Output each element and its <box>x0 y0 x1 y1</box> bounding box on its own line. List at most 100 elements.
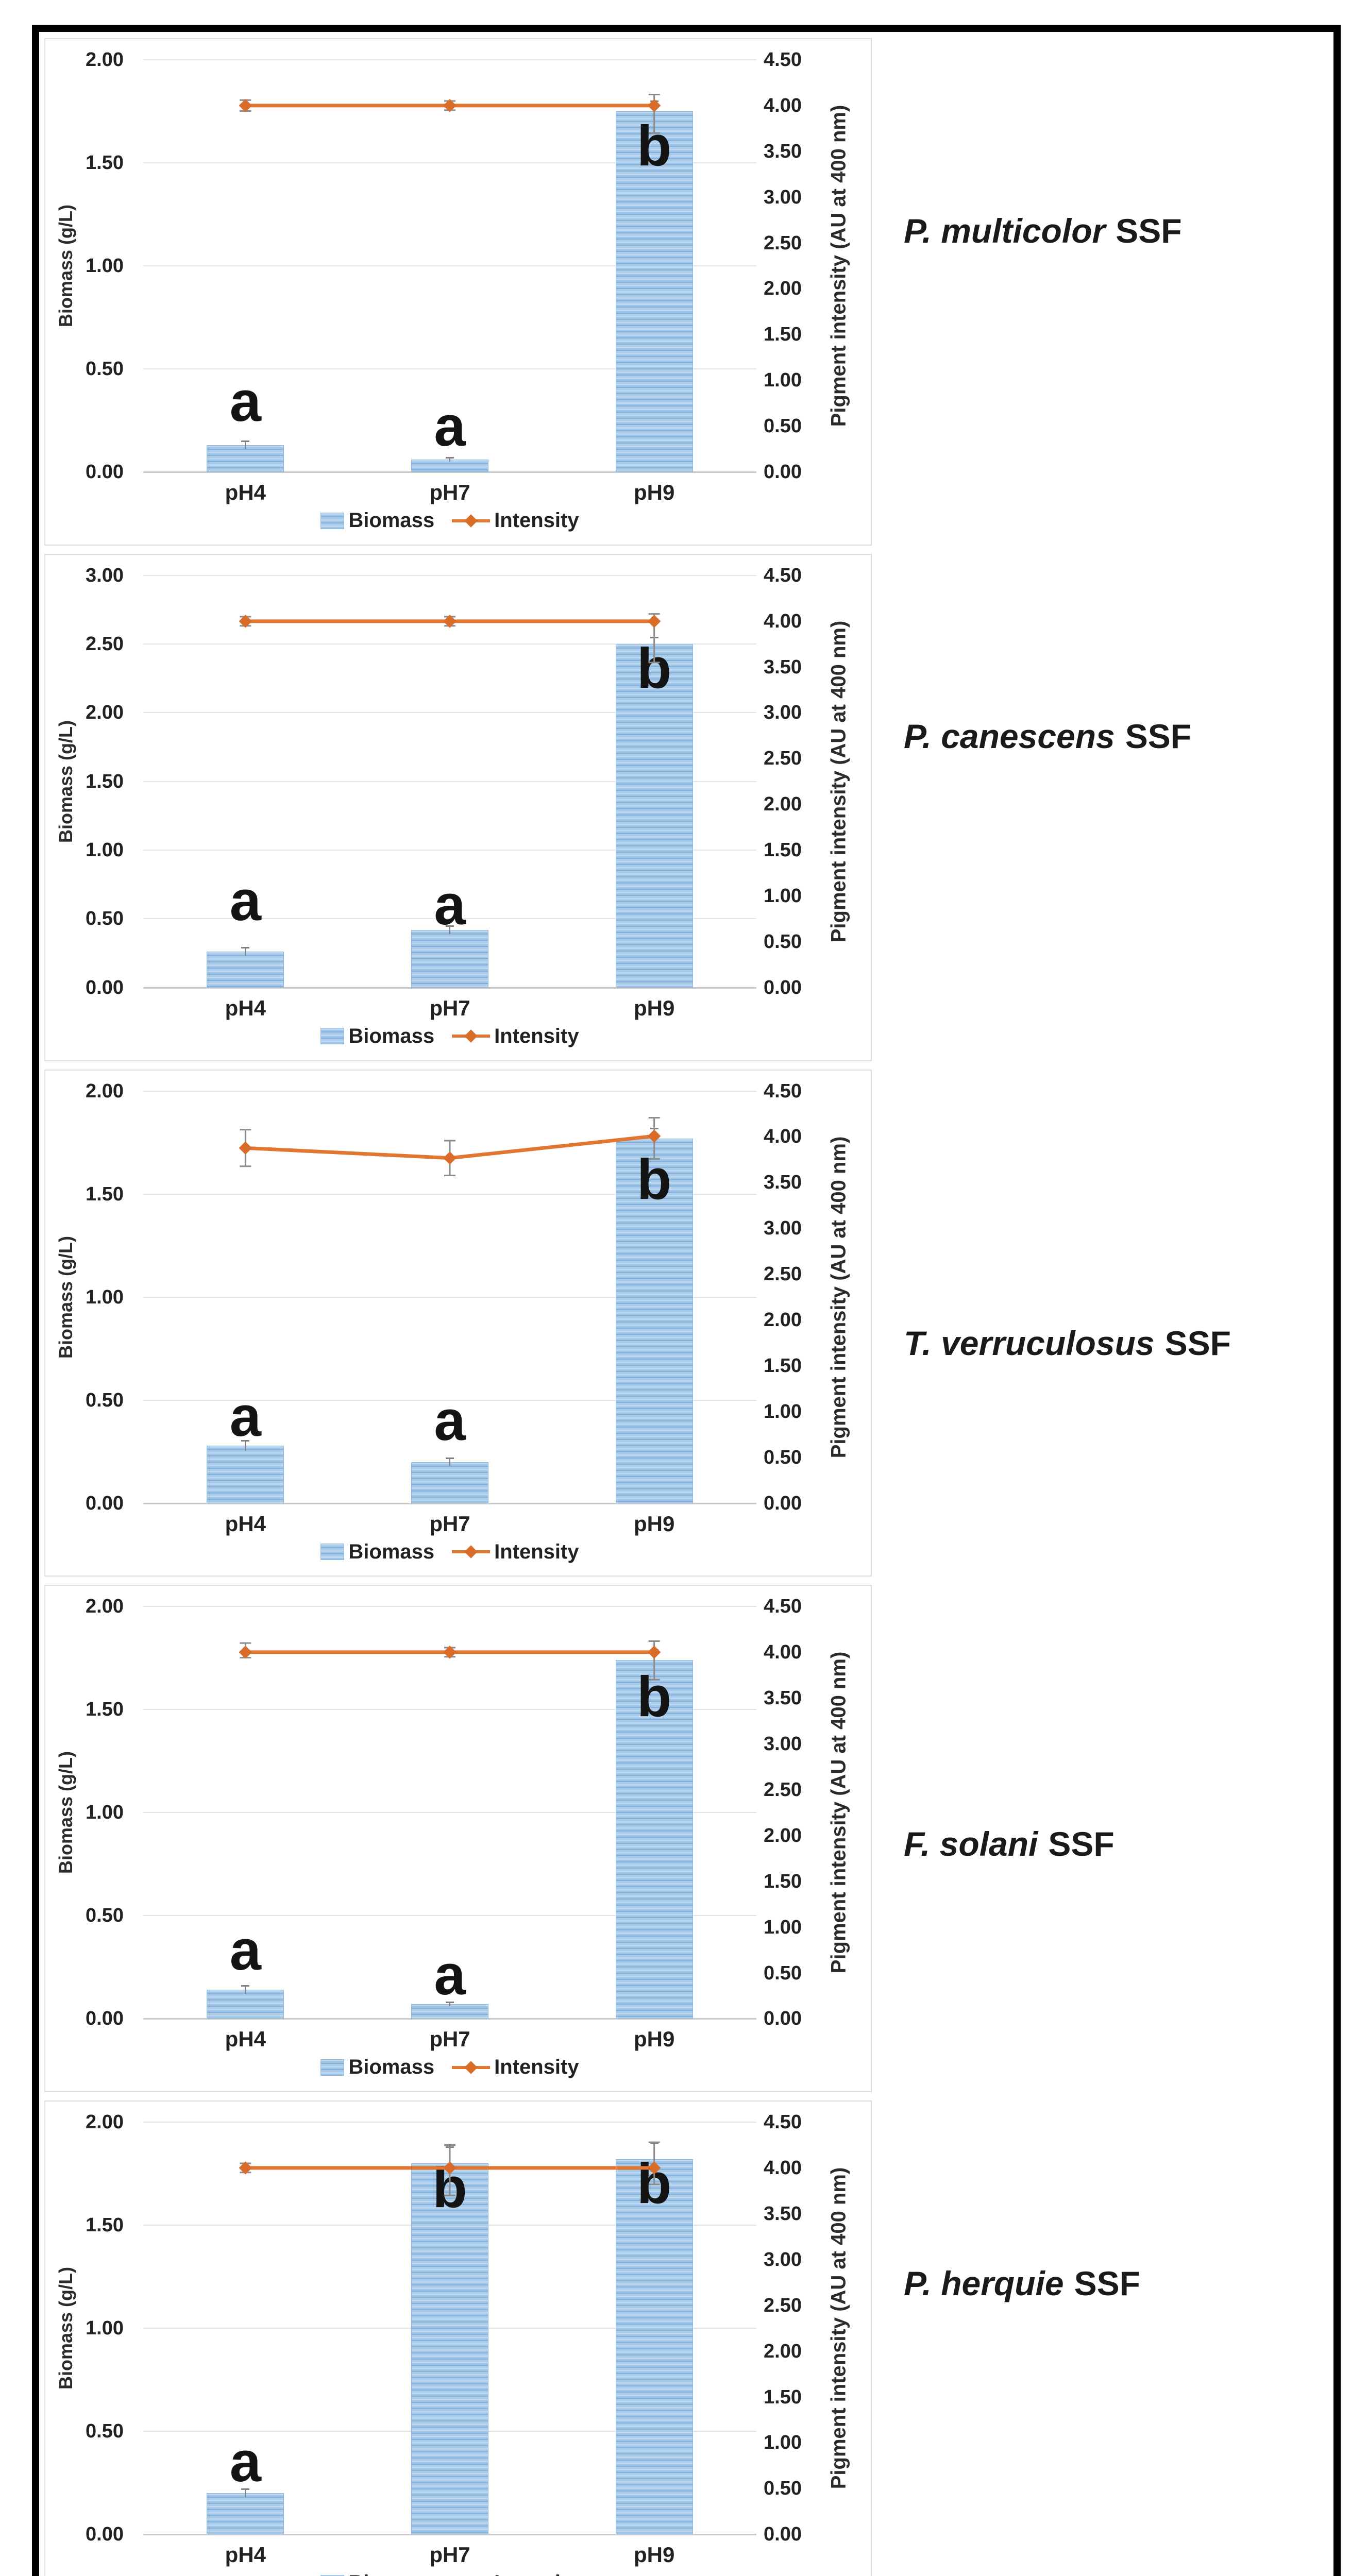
legend-item-intensity: Intensity <box>452 2571 579 2576</box>
panel-side-area: P. canescens SSF <box>872 554 1328 1061</box>
chart-legend: Biomass Intensity <box>269 2571 630 2576</box>
bar-error-cap <box>650 1649 658 1651</box>
legend-item-biomass: Biomass <box>320 2056 434 2079</box>
bar-error-whisker <box>449 925 450 934</box>
bar-error-cap <box>241 1985 250 1987</box>
right-axis-title: Pigment intensity (AU at 400 nm) <box>827 2167 850 2489</box>
right-axis-tick: 4.50 <box>764 49 802 71</box>
species-label: P. multicolor SSF <box>904 211 1182 250</box>
bar-error-cap <box>446 2146 454 2148</box>
x-axis-line <box>143 987 756 989</box>
left-axis-tick: 0.00 <box>86 461 124 483</box>
grid-line <box>143 1399 756 1401</box>
grid-line <box>143 368 756 369</box>
bar-error-whisker <box>245 2489 246 2498</box>
chart-panel: Biomass (g/L) Pigment intensity (AU at 40… <box>44 553 872 1061</box>
significance-letter: a <box>434 1943 466 2007</box>
biomass-bar <box>411 929 488 988</box>
species-name: P. canescens <box>904 717 1115 756</box>
grid-line <box>143 59 756 60</box>
right-axis-tick: 1.00 <box>764 369 802 392</box>
x-axis-line <box>143 2534 756 2536</box>
chart-panel: Biomass (g/L) Pigment intensity (AU at 40… <box>44 1585 872 2093</box>
right-axis-tick: 3.50 <box>764 140 802 162</box>
significance-letter: a <box>434 1388 466 1452</box>
legend-item-intensity: Intensity <box>452 2056 579 2079</box>
intensity-marker-icon <box>443 1151 457 1165</box>
significance-letter: b <box>432 2156 467 2220</box>
intensity-marker-icon <box>239 99 252 112</box>
right-axis-tick: 3.00 <box>764 2248 802 2270</box>
legend-biomass-label: Biomass <box>348 2571 434 2576</box>
legend-biomass-label: Biomass <box>348 1024 435 1047</box>
x-axis-category: pH9 <box>633 2543 675 2567</box>
biomass-bar <box>615 644 693 988</box>
biomass-swatch-icon <box>320 1544 345 1561</box>
right-axis-tick: 3.50 <box>764 1172 802 1194</box>
legend-item-biomass: Biomass <box>320 1540 434 1564</box>
figure-frame: Biomass (g/L) Pigment intensity (AU at 40… <box>32 25 1341 2576</box>
right-axis-tick: 1.00 <box>764 885 802 907</box>
intensity-marker-icon <box>647 614 661 628</box>
biomass-bar <box>615 2159 693 2535</box>
intensity-line <box>245 1134 655 1160</box>
chart-row: Biomass (g/L) Pigment intensity (AU at 40… <box>44 2100 1328 2576</box>
intensity-marker-icon <box>443 99 457 112</box>
right-axis-title: Pigment intensity (AU at 400 nm) <box>827 105 850 427</box>
right-axis-tick: 2.50 <box>764 2294 802 2316</box>
significance-letter: b <box>637 1147 672 1211</box>
bar-error-cap <box>650 1127 658 1129</box>
grid-line <box>143 162 756 163</box>
right-axis-tick: 1.50 <box>764 1870 802 1892</box>
grid-line <box>143 850 756 851</box>
species-label: P. herquie SSF <box>904 2264 1140 2303</box>
intensity-marker-icon <box>452 1545 491 1558</box>
x-axis-category: pH9 <box>633 1511 675 1536</box>
intensity-marker-icon <box>239 614 252 628</box>
right-axis-tick: 3.50 <box>764 1687 802 1709</box>
legend-item-intensity: Intensity <box>452 1025 579 1048</box>
species-label: F. solani SSF <box>904 1824 1114 1863</box>
right-axis-tick: 1.50 <box>764 839 802 861</box>
bar-error-whisker <box>449 2002 450 2007</box>
x-axis-category: pH9 <box>633 995 675 1020</box>
legend-item-intensity: Intensity <box>452 509 579 532</box>
x-axis-category: pH7 <box>429 995 470 1020</box>
left-axis-tick: 0.00 <box>86 976 124 998</box>
bar-error-whisker <box>449 1458 450 1466</box>
right-axis-tick: 2.50 <box>764 1778 802 1801</box>
x-axis-category: pH4 <box>225 995 266 1020</box>
biomass-bar <box>207 952 284 988</box>
chart-legend: Biomass Intensity <box>269 2056 630 2079</box>
intensity-diamond-glyph <box>464 2061 478 2074</box>
biomass-bar <box>207 1445 284 1503</box>
x-axis-category: pH4 <box>225 480 266 504</box>
bar-error-whisker <box>245 1986 246 1994</box>
left-axis-tick: 0.50 <box>86 908 124 930</box>
right-axis-tick: 0.00 <box>764 461 802 483</box>
species-name: F. solani <box>904 1824 1038 1863</box>
right-axis-tick: 2.00 <box>764 793 802 816</box>
bar-error-cap <box>446 925 454 927</box>
bar-error-whisker <box>245 1440 246 1451</box>
legend-biomass-label: Biomass <box>348 509 435 532</box>
left-axis-tick: 0.50 <box>86 1905 124 1927</box>
right-axis-tick: 4.50 <box>764 564 802 586</box>
right-axis-tick: 1.50 <box>764 324 802 346</box>
intensity-marker-icon <box>443 1646 457 1659</box>
grid-line <box>143 574 756 576</box>
plot-area: a a b <box>143 574 756 989</box>
significance-letter: a <box>229 1919 261 1982</box>
chart-row: Biomass (g/L) Pigment intensity (AU at 40… <box>44 38 1328 546</box>
chart-row: Biomass (g/L) Pigment intensity (AU at 40… <box>44 1069 1328 1577</box>
right-axis-tick: 0.00 <box>764 976 802 998</box>
left-axis-tick: 1.00 <box>86 255 124 277</box>
chart-row: Biomass (g/L) Pigment intensity (AU at 40… <box>44 1585 1328 2093</box>
right-axis-tick: 2.50 <box>764 748 802 770</box>
grid-line <box>143 712 756 714</box>
x-axis-category: pH7 <box>429 2027 470 2052</box>
legend-intensity-label: Intensity <box>494 1024 579 1047</box>
left-axis-tick: 0.50 <box>86 2420 124 2443</box>
significance-letter: b <box>637 2152 672 2216</box>
bar-error-cap <box>446 2002 454 2004</box>
